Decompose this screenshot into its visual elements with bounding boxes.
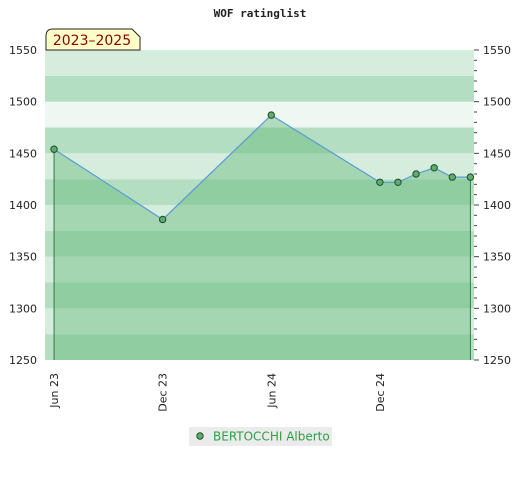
x-tick-label: Dec 24 — [374, 373, 387, 412]
grid-band — [45, 75, 474, 102]
grid-band — [45, 179, 474, 205]
y-tick-label-right: 1350 — [483, 251, 511, 264]
y-tick-label-right: 1500 — [483, 96, 511, 109]
series-markers — [50, 111, 475, 224]
y-tick-label-left: 1400 — [9, 199, 37, 212]
data-point — [430, 164, 438, 172]
period-badge: 2023–2025 — [45, 28, 141, 51]
x-tick-label: Dec 23 — [157, 373, 170, 412]
background-bands — [45, 50, 474, 360]
grid-band — [45, 205, 474, 231]
data-point — [394, 178, 402, 186]
grid-band — [45, 153, 474, 180]
y-tick-label-left: 1550 — [9, 44, 37, 57]
axes — [474, 49, 479, 361]
grid-band — [45, 127, 474, 154]
grid-band — [45, 308, 474, 335]
y-tick-label-left: 1300 — [9, 302, 37, 315]
data-point — [158, 215, 167, 224]
grid-band — [45, 50, 474, 76]
y-tick-label-left: 1250 — [9, 354, 37, 367]
legend-series-label: BERTOCCHI Alberto — [213, 430, 330, 444]
x-tick-label: Jun 23 — [48, 373, 61, 409]
grid-band — [45, 230, 474, 257]
grid-band — [45, 256, 474, 283]
series-area — [54, 115, 471, 360]
grid-band — [45, 101, 474, 128]
data-point — [448, 173, 456, 181]
legend-marker — [196, 432, 204, 440]
y-tick-label-left: 1450 — [9, 147, 37, 160]
area-fill — [53, 115, 471, 360]
y-tick-label-right: 1250 — [483, 354, 511, 367]
x-tick-label: Jun 24 — [265, 373, 278, 409]
y-tick-label-right: 1550 — [483, 44, 511, 57]
y-tick-label-right: 1400 — [483, 199, 511, 212]
chart-title: WOF ratinglist — [214, 7, 307, 20]
data-point — [466, 173, 475, 181]
data-point — [267, 111, 275, 119]
tick-labels: 1250 1250 1300 1300 1350 1350 1400 1400 1450 1450… — [9, 44, 511, 412]
legend[interactable]: BERTOCCHI Alberto — [189, 427, 332, 446]
y-tick-label-right: 1300 — [483, 302, 511, 315]
y-tick-label-left: 1350 — [9, 251, 37, 264]
legend-box — [189, 427, 332, 446]
y-tick-label-right: 1450 — [483, 147, 511, 160]
data-point — [376, 178, 384, 186]
grid-band — [45, 282, 474, 309]
grid-band — [45, 334, 474, 360]
data-point — [412, 170, 420, 178]
period-badge-label: 2023–2025 — [53, 33, 131, 49]
data-point — [50, 145, 58, 153]
period-badge-shape — [45, 28, 141, 51]
y-tick-label-left: 1500 — [9, 96, 37, 109]
